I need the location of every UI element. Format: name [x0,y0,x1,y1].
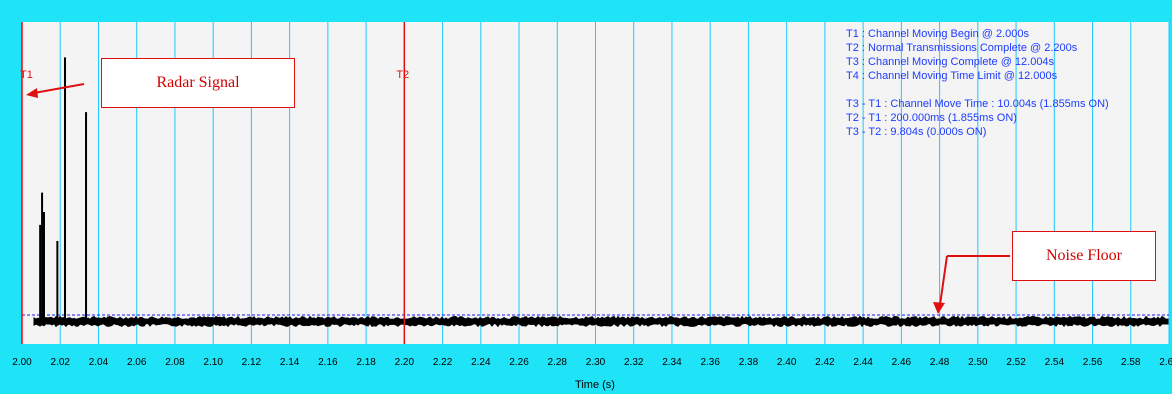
x-tick-label: 2.38 [739,357,759,368]
x-tick-label: 2.18 [356,357,376,368]
noise-floor-callout: Noise Floor [1012,231,1156,281]
noise-floor-trace [33,315,1169,328]
noise-floor-label: Noise Floor [1046,247,1122,264]
x-tick-label: 2.22 [433,357,453,368]
annotation-line: T3 - T1 : Channel Move Time : 10.004s (1… [846,98,1109,110]
x-tick-label: 2.20 [395,357,415,368]
x-tick-label: 2.16 [318,357,338,368]
annotation-line: T4 : Channel Moving Time Limit @ 12.000s [846,70,1058,82]
x-tick-label: 2.06 [127,357,147,368]
radar-arrowhead [26,88,38,98]
x-tick-label: 2.00 [12,357,32,368]
x-tick-label: 2.32 [624,357,644,368]
annotation-line: T3 : Channel Moving Complete @ 12.004s [846,56,1055,68]
annotation-block: T1 : Channel Moving Begin @ 2.000s T2 : N… [846,28,1109,138]
x-axis-label: Time (s) [575,379,615,391]
annotation-line: T3 - T2 : 9.804s (0.000s ON) [846,126,986,138]
marker-label-t2: T2 [396,69,409,81]
x-tick-label: 2.14 [280,357,300,368]
x-tick-label: 2.48 [930,357,950,368]
radar-signal-label: Radar Signal [156,74,240,91]
radar-arrow-line [33,83,85,94]
x-tick-label: 2.28 [548,357,568,368]
x-tick-label: 2.12 [242,357,262,368]
x-tick-label: 2.30 [586,357,606,368]
annotation-line: T2 - T1 : 200.000ms (1.855ms ON) [846,112,1017,124]
annotation-line: T1 : Channel Moving Begin @ 2.000s [846,28,1029,40]
annotation-line: T2 : Normal Transmissions Complete @ 2.2… [846,42,1078,54]
x-tick-label: 2.34 [662,357,682,368]
x-tick-label: 2.50 [968,357,988,368]
x-tick-label: 2.08 [165,357,185,368]
x-tick-label: 2.54 [1045,357,1065,368]
x-tick-label: 2.42 [815,357,835,368]
x-tick-label: 2.10 [203,357,223,368]
x-tick-label: 2.02 [50,357,70,368]
x-tick-label: 2.26 [509,357,529,368]
x-tick-label: 2.04 [89,357,109,368]
x-tick-label: 2.56 [1083,357,1103,368]
signal-spikes [39,57,88,322]
x-tick-label: 2.60 [1159,357,1172,368]
x-tick-labels: 2.00 2.02 2.04 2.06 2.08 2.10 2.12 2.14 2.16 2.18… [12,357,1172,368]
x-tick-label: 2.24 [471,357,491,368]
marker-label-t1: T1 [20,69,33,81]
time-markers: T1 T2 [20,22,409,344]
x-tick-label: 2.58 [1121,357,1141,368]
x-tick-label: 2.46 [892,357,912,368]
x-tick-label: 2.36 [700,357,720,368]
callout-arrows [26,83,1010,314]
radar-signal-callout: Radar Signal [101,58,295,108]
x-tick-label: 2.52 [1006,357,1026,368]
x-tick-label: 2.40 [777,357,797,368]
noise-arrowhead [933,302,945,314]
x-tick-label: 2.44 [853,357,873,368]
noise-arrow-line-down [939,255,948,306]
